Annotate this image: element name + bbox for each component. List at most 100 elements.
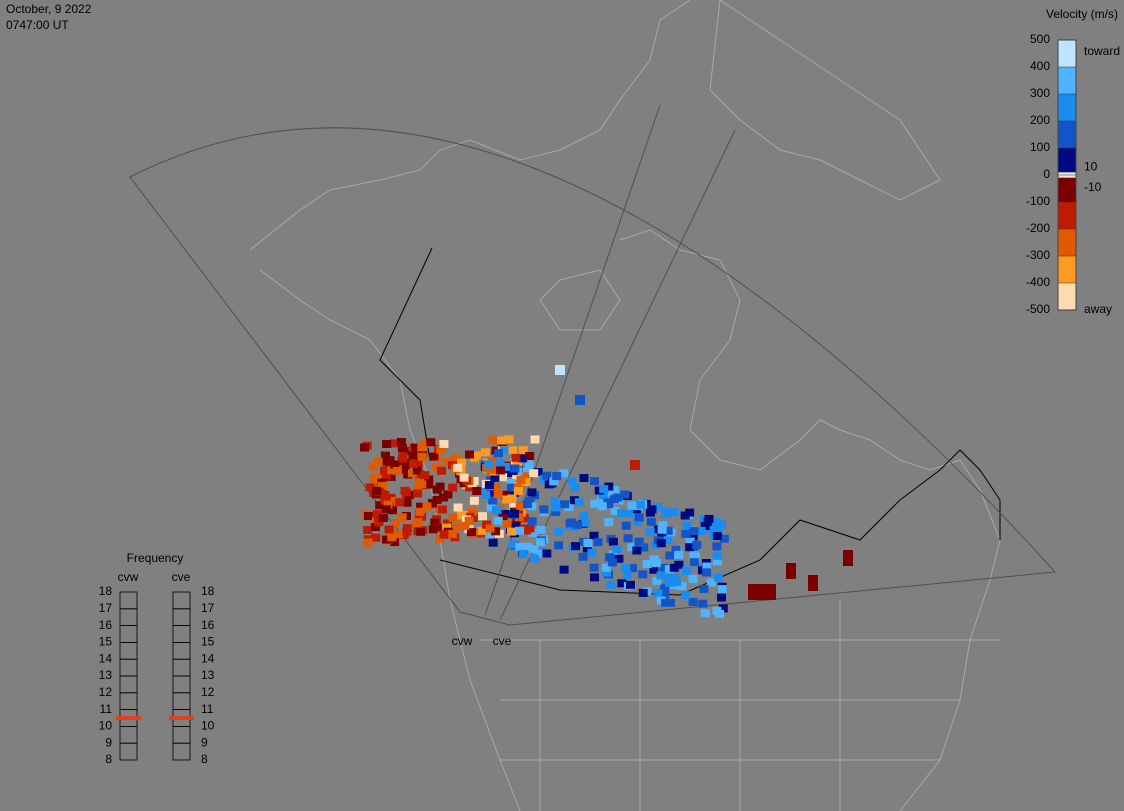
colorbar-tick-label: -400 bbox=[1026, 275, 1050, 289]
velocity-cell bbox=[516, 476, 526, 484]
velocity-cell bbox=[486, 490, 496, 499]
velocity-cell bbox=[661, 510, 671, 519]
velocity-cell bbox=[527, 517, 537, 526]
velocity-cell bbox=[453, 522, 463, 531]
velocity-cell bbox=[460, 521, 470, 530]
velocity-cell bbox=[692, 540, 702, 549]
velocity-cell bbox=[508, 446, 518, 455]
velocity-cell bbox=[554, 527, 564, 536]
velocity-cell bbox=[515, 526, 525, 535]
velocity-cell bbox=[567, 477, 577, 486]
velocity-cell bbox=[642, 560, 652, 568]
velocity-cell bbox=[664, 565, 674, 574]
colorbar-segment bbox=[1058, 283, 1076, 310]
frequency-box bbox=[172, 742, 191, 761]
velocity-cell bbox=[375, 501, 385, 510]
colorbar-tick-label: 500 bbox=[1030, 32, 1050, 46]
velocity-cell bbox=[665, 551, 675, 560]
velocity-cells bbox=[360, 365, 853, 618]
velocity-cell bbox=[685, 537, 695, 546]
coastline bbox=[249, 0, 691, 251]
velocity-cell bbox=[587, 548, 597, 557]
velocity-cell bbox=[624, 509, 634, 518]
velocity-cell bbox=[681, 530, 691, 538]
velocity-cell bbox=[672, 578, 682, 587]
velocity-cell bbox=[448, 514, 458, 522]
velocity-cell bbox=[696, 526, 706, 535]
velocity-cell bbox=[528, 528, 538, 537]
frequency-tick-label: 11 bbox=[100, 702, 113, 716]
colorbar-segment bbox=[1058, 229, 1076, 256]
velocity-cell bbox=[499, 446, 509, 455]
velocity-cell bbox=[628, 564, 637, 573]
frequency-tick-label: 11 bbox=[201, 702, 214, 716]
velocity-cell bbox=[621, 521, 631, 530]
velocity-cell bbox=[382, 457, 392, 466]
velocity-cell bbox=[617, 509, 627, 518]
velocity-cell bbox=[657, 525, 667, 534]
velocity-cell bbox=[490, 473, 500, 482]
velocity-cell bbox=[525, 452, 535, 460]
velocity-cell bbox=[417, 512, 427, 521]
velocity-cell bbox=[623, 534, 633, 543]
time: 0747:00 UT bbox=[6, 18, 69, 32]
velocity-cell bbox=[521, 478, 531, 486]
velocity-cell bbox=[698, 599, 708, 608]
velocity-cell bbox=[530, 435, 540, 444]
velocity-cell bbox=[627, 501, 637, 510]
velocity-cell bbox=[363, 526, 373, 534]
velocity-cell bbox=[590, 477, 599, 486]
velocity-cell bbox=[522, 500, 532, 508]
velocity-cell bbox=[653, 502, 663, 511]
velocity-cell bbox=[401, 488, 411, 497]
colorbar-tick-label: 0 bbox=[1043, 167, 1050, 181]
velocity-cell bbox=[504, 435, 514, 444]
velocity-cell bbox=[466, 528, 476, 537]
velocity-cell bbox=[394, 530, 403, 539]
velocity-cell bbox=[593, 538, 603, 547]
velocity-cell bbox=[387, 533, 397, 542]
velocity-cell bbox=[503, 469, 513, 477]
velocity-cell bbox=[411, 443, 421, 452]
velocity-cell bbox=[583, 539, 593, 547]
colorbar-segment bbox=[1058, 175, 1076, 202]
velocity-cell bbox=[426, 438, 436, 447]
velocity-cell bbox=[469, 496, 479, 505]
velocity-cell bbox=[702, 562, 712, 571]
velocity-cell bbox=[500, 490, 510, 499]
velocity-cell bbox=[702, 568, 712, 577]
velocity-cell bbox=[669, 508, 679, 517]
colorbar-tick-label: 200 bbox=[1030, 113, 1050, 127]
frequency-marker bbox=[169, 716, 194, 720]
frequency-radar-name: cve bbox=[172, 570, 191, 584]
coastline bbox=[709, 0, 941, 201]
velocity-cell bbox=[647, 505, 657, 514]
velocity-cell bbox=[363, 538, 373, 547]
frequency-tick-label: 17 bbox=[99, 601, 113, 615]
velocity-cell bbox=[395, 498, 405, 507]
velocity-cell bbox=[529, 469, 539, 478]
velocity-cell bbox=[391, 519, 400, 527]
velocity-cell bbox=[403, 470, 413, 479]
velocity-cell bbox=[508, 540, 518, 549]
velocity-cell bbox=[713, 573, 723, 582]
velocity-cell bbox=[477, 526, 487, 535]
velocity-cell bbox=[536, 526, 546, 534]
velocity-cell bbox=[382, 535, 391, 544]
velocity-cell bbox=[712, 532, 722, 541]
velocity-cell bbox=[605, 553, 615, 562]
velocity-cell bbox=[512, 471, 522, 480]
velocity-cell bbox=[677, 582, 687, 591]
velocity-cell bbox=[417, 452, 427, 461]
velocity-cell bbox=[551, 503, 561, 512]
frequency-tick-label: 18 bbox=[99, 584, 113, 598]
velocity-cell bbox=[843, 550, 853, 566]
velocity-cell bbox=[808, 575, 818, 591]
coastline bbox=[539, 269, 621, 331]
velocity-cell bbox=[589, 563, 599, 572]
velocity-cell bbox=[539, 505, 549, 514]
velocity-cell bbox=[606, 580, 616, 589]
velocity-cell bbox=[597, 502, 607, 511]
velocity-cell bbox=[467, 508, 477, 516]
